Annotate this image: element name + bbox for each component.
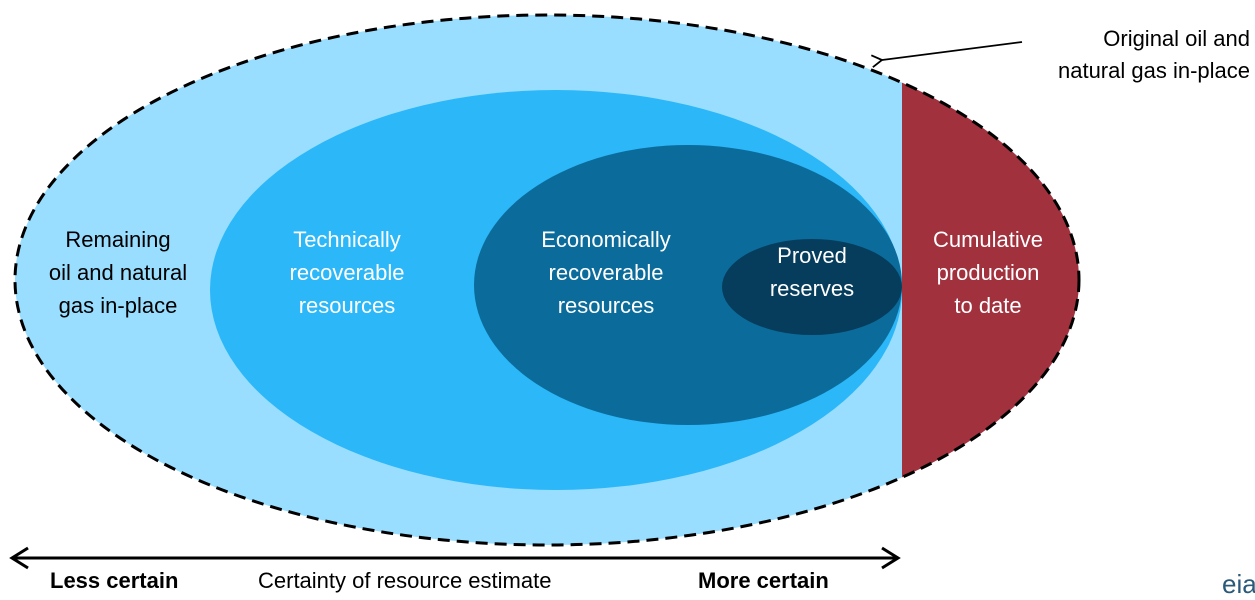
region-label: Remaining xyxy=(65,227,170,252)
region-label: Proved xyxy=(777,243,847,268)
axis-right-label: More certain xyxy=(698,568,829,593)
cumulative-region xyxy=(902,15,1079,545)
region-label: recoverable xyxy=(549,260,664,285)
region-label: resources xyxy=(299,293,396,318)
region-label: production xyxy=(937,260,1040,285)
outer-label: natural gas in-place xyxy=(1058,58,1250,83)
region-label: Technically xyxy=(293,227,401,252)
axis-left-label: Less certain xyxy=(50,568,178,593)
region-label: gas in-place xyxy=(59,293,178,318)
region-label: reserves xyxy=(770,276,854,301)
proved-ellipse xyxy=(722,239,902,335)
region-label: oil and natural xyxy=(49,260,187,285)
axis-arrow-left xyxy=(9,546,29,570)
axis-arrow-right xyxy=(881,546,901,570)
economic-ellipse xyxy=(474,145,902,425)
region-label: Cumulative xyxy=(933,227,1043,252)
outer-label: Original oil and xyxy=(1103,26,1250,51)
region-label: recoverable xyxy=(290,260,405,285)
outer-border xyxy=(13,13,1081,547)
region-label: resources xyxy=(558,293,655,318)
logo: eia xyxy=(1222,569,1255,595)
axis-center-label: Certainty of resource estimate xyxy=(258,568,551,593)
pointer-arrow xyxy=(870,41,1023,68)
region-label: Economically xyxy=(541,227,671,252)
region-label: to date xyxy=(954,293,1021,318)
